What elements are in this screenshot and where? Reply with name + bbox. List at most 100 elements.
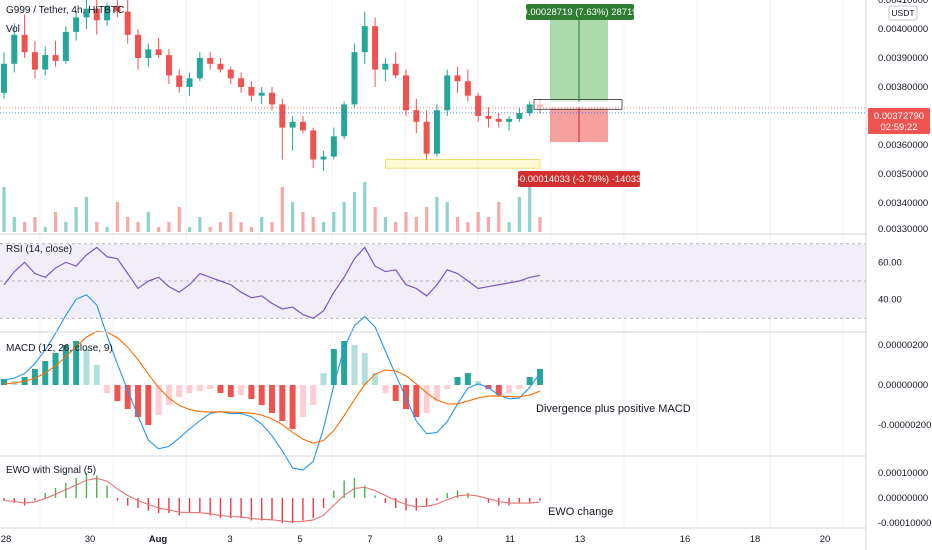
loss-label bbox=[518, 171, 640, 187]
volume-bar bbox=[146, 212, 150, 232]
risk-reward-tool[interactable]: 0.00028719 (7.63%) 28719 -0.00014033 (-3… bbox=[517, 4, 642, 187]
candle-body bbox=[330, 136, 337, 157]
macd-hist-bar bbox=[341, 341, 348, 385]
macd-hist-bar bbox=[93, 365, 100, 385]
time-tick: 20 bbox=[820, 534, 831, 545]
volume-bar bbox=[136, 222, 140, 232]
candle-body bbox=[62, 31, 69, 61]
macd-hist-bar bbox=[351, 345, 358, 385]
candle-body bbox=[444, 75, 451, 111]
time-tick: 9 bbox=[437, 534, 442, 545]
candle-body bbox=[1, 63, 7, 93]
macd-hist-bar bbox=[176, 385, 183, 397]
currency-button-label: USDT bbox=[891, 8, 914, 18]
candlesticks bbox=[1, 0, 543, 172]
last-price-value: 0.00372790 bbox=[874, 111, 924, 122]
volume-bar bbox=[260, 217, 264, 232]
macd-hist-bar bbox=[289, 385, 296, 429]
entry-box[interactable] bbox=[533, 99, 623, 110]
candle-body bbox=[320, 156, 327, 160]
volume-bar bbox=[342, 202, 346, 232]
volume-bar bbox=[352, 192, 357, 232]
currency-button[interactable] bbox=[888, 5, 918, 21]
candle-body bbox=[341, 104, 348, 137]
price-axis[interactable] bbox=[866, 0, 932, 550]
macd-tick: 0.00000000 bbox=[878, 380, 928, 391]
ewo-title: EWO with Signal (5) bbox=[6, 465, 96, 476]
candle-body bbox=[155, 49, 162, 56]
volume-bar bbox=[404, 212, 408, 232]
macd-tick: 0.00000200 bbox=[878, 340, 928, 351]
macd-hist-bar bbox=[279, 385, 286, 421]
volume-bar bbox=[218, 222, 223, 232]
volume-bar bbox=[249, 227, 253, 232]
volume-bar bbox=[435, 197, 439, 232]
support-zone bbox=[384, 159, 541, 169]
candle-body bbox=[114, 5, 121, 12]
ewo-tick: 0.00000000 bbox=[878, 493, 928, 504]
candle-body bbox=[289, 121, 296, 128]
candle-body bbox=[31, 52, 38, 70]
macd-hist-bar bbox=[464, 373, 471, 385]
ewo-tick: 0.00010000 bbox=[878, 468, 928, 479]
rsi-tick: 60.00 bbox=[878, 257, 902, 268]
candle-body bbox=[485, 116, 492, 119]
macd-hist-bar bbox=[433, 385, 440, 401]
volume-bar bbox=[105, 227, 109, 232]
candle-body bbox=[516, 113, 523, 119]
candle-body bbox=[454, 75, 461, 82]
candle-body bbox=[382, 63, 389, 70]
macd-hist-bar bbox=[320, 373, 327, 385]
time-tick: 7 bbox=[367, 534, 372, 545]
price-tick: 0.00330000 bbox=[878, 224, 928, 235]
macd-hist-bar bbox=[299, 385, 306, 417]
macd-hist-bar bbox=[495, 385, 502, 395]
volume-bar bbox=[466, 222, 470, 232]
candle-body bbox=[495, 118, 502, 122]
macd-pane bbox=[1, 294, 543, 471]
macd-hist-bar bbox=[1, 379, 7, 385]
rsi-line bbox=[3, 246, 541, 319]
volume-bar bbox=[198, 217, 202, 232]
macd-hist-bar bbox=[454, 377, 461, 385]
rsi-pane bbox=[0, 243, 866, 319]
candle-body bbox=[506, 118, 513, 122]
macd-hist-bar bbox=[423, 385, 430, 413]
last-price-badge bbox=[868, 108, 930, 134]
price-tick: 0.00380000 bbox=[878, 82, 928, 93]
macd-hist-bar bbox=[526, 377, 533, 385]
candle-body bbox=[464, 81, 471, 96]
candle-body bbox=[433, 110, 440, 154]
macd-hist-bar bbox=[475, 381, 482, 385]
time-axis[interactable]: 28 30 Aug 3 5 7 9 11 13 16 18 20 bbox=[1, 534, 831, 545]
volume-bar bbox=[363, 182, 367, 232]
macd-hist-bar bbox=[372, 373, 379, 385]
time-tick: 28 bbox=[1, 534, 12, 545]
volume-bar bbox=[167, 222, 171, 232]
macd-hist-bar bbox=[217, 385, 224, 393]
volume-bar bbox=[84, 197, 89, 232]
macd-hist-bar bbox=[52, 353, 59, 385]
profit-label-text: 0.00028719 (7.63%) 28719 bbox=[522, 7, 637, 18]
time-tick: 18 bbox=[750, 534, 761, 545]
volume-bar bbox=[208, 227, 212, 232]
ewo-pane bbox=[3, 473, 541, 523]
macd-hist-bar bbox=[114, 385, 121, 401]
macd-hist-bar bbox=[537, 369, 543, 385]
volume-bar bbox=[270, 222, 274, 232]
candle-body bbox=[423, 121, 430, 154]
volume-bar bbox=[53, 212, 58, 232]
candle-body bbox=[238, 78, 245, 87]
candle-body bbox=[475, 95, 482, 116]
macd-hist-bar bbox=[258, 385, 265, 405]
candle-body bbox=[145, 49, 152, 58]
time-tick: 3 bbox=[227, 534, 232, 545]
candle-body bbox=[165, 55, 172, 76]
volume-bar bbox=[497, 202, 501, 232]
countdown: 02:59:22 bbox=[881, 122, 918, 133]
candle-body bbox=[299, 121, 306, 131]
macd-hist-bar bbox=[145, 385, 152, 425]
volume-bar bbox=[476, 212, 480, 232]
volume-bar bbox=[43, 227, 47, 232]
